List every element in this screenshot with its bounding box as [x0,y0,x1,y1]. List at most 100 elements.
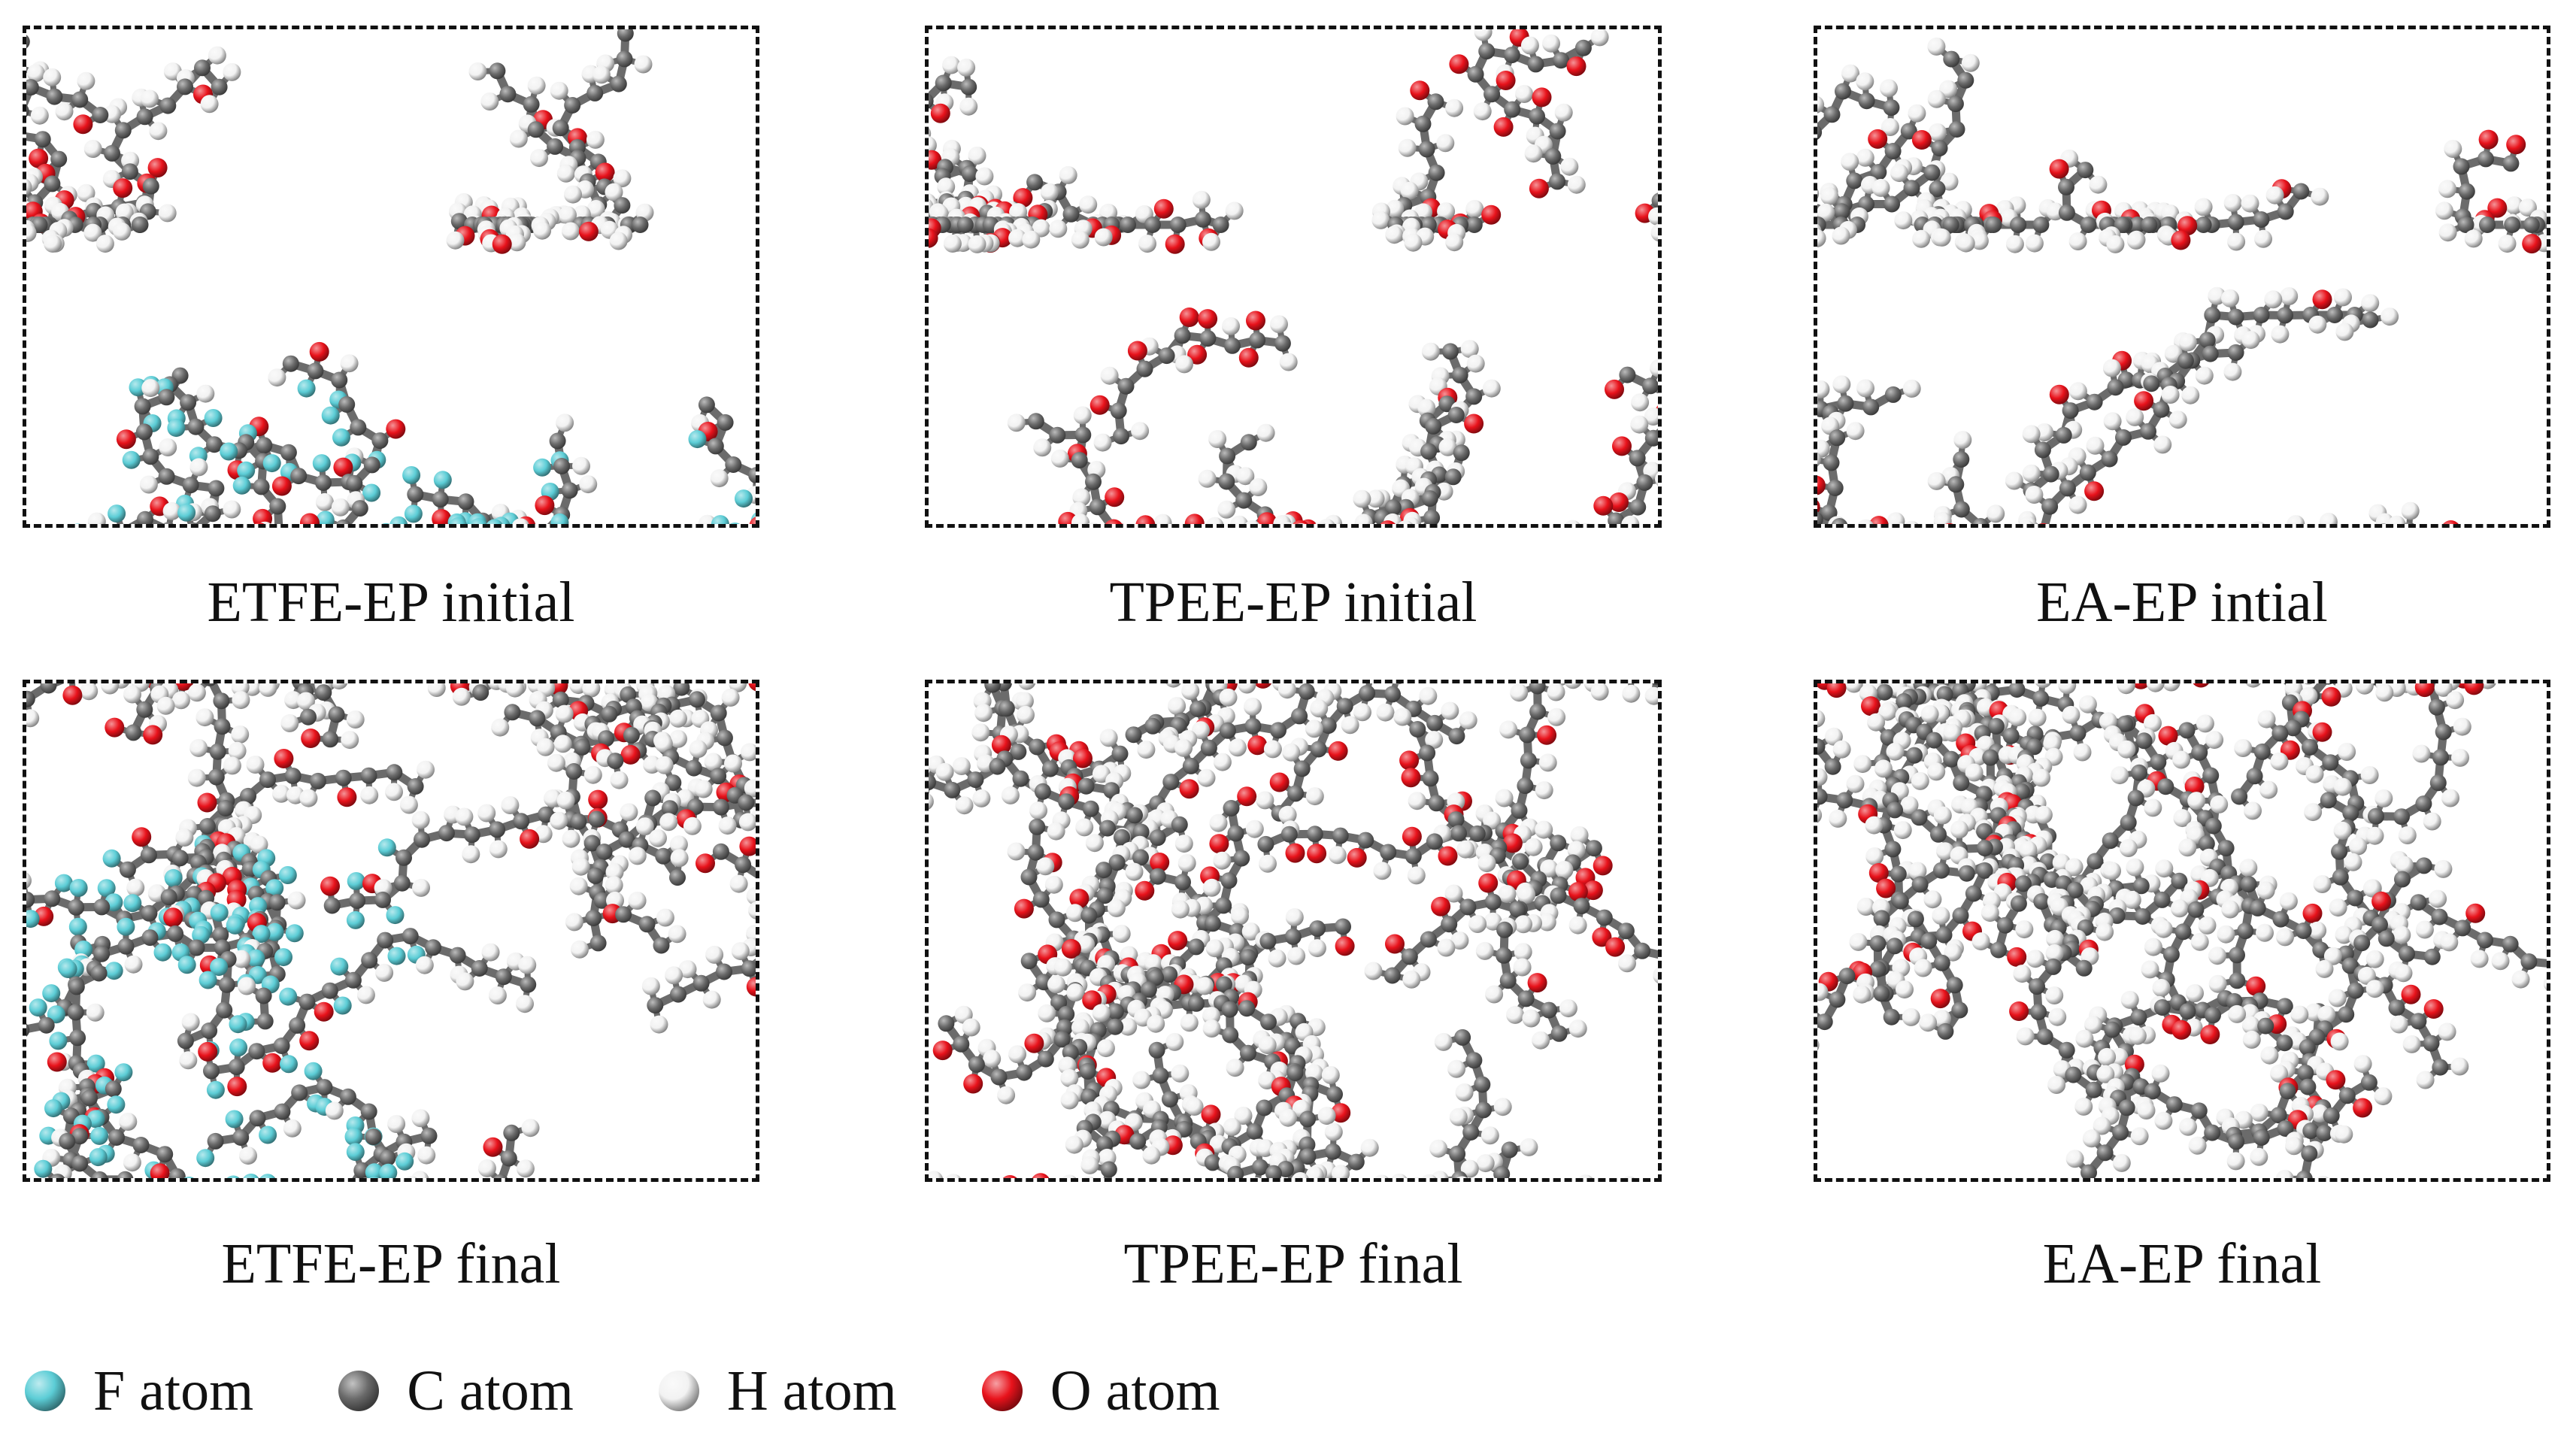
h-atom [446,231,465,250]
f-atom [259,1174,276,1178]
c-atom [2297,1065,2314,1081]
c-atom [2087,853,2104,870]
o-atom [1945,523,1953,524]
h-atom [1425,731,1444,750]
o-atom [333,457,353,477]
o-atom [253,508,273,524]
h-atom [1049,220,1068,238]
c-atom [2338,1087,2356,1104]
h-atom [1404,233,1423,252]
c-atom [2058,1041,2075,1059]
o-atom [932,1041,953,1061]
f-atom [177,956,196,974]
h-atom [189,738,208,757]
o-atom [1609,492,1629,512]
h-atom [1099,729,1118,747]
h-atom [2423,812,2441,831]
c-atom [1824,758,1841,775]
h-atom [2103,412,2122,431]
h-atom [1445,233,1464,252]
h-atom-icon [658,1371,699,1411]
c-atom [1027,844,1044,861]
c-atom [1987,717,2005,735]
h-atom [509,129,528,148]
c-atom [420,1127,438,1144]
h-atom [1277,683,1296,699]
c-atom [1099,819,1116,837]
c-atom [2270,1107,2287,1124]
h-atom [1017,705,1035,724]
h-atom [1238,683,1256,694]
c-atom [2502,155,2520,172]
c-atom [407,486,424,503]
f-atom [105,962,123,980]
h-atom [2086,436,2105,455]
f-atom [386,906,405,925]
h-atom [561,222,580,241]
c-atom [2277,1120,2294,1137]
h-atom [2102,359,2121,377]
h-atom [1059,165,1077,184]
h-atom [536,738,555,756]
h-atom [1450,932,1469,950]
o-atom [163,907,183,928]
c-atom [1936,686,1953,703]
o-atom [2134,391,2154,411]
h-atom [1893,821,1912,840]
h-atom [2259,780,2278,799]
h-atom [26,223,37,242]
c-atom [438,825,455,842]
c-atom [1287,785,1305,802]
h-atom [2381,307,2399,326]
f-atom [365,1163,383,1178]
c-atom [1634,942,1651,959]
h-atom [477,1159,496,1177]
o-atom [1069,889,1089,909]
h-atom [232,950,251,968]
h-atom [101,683,120,695]
h-atom [1223,1118,1241,1137]
h-atom [2335,323,2354,341]
c-atom [1462,1124,1480,1141]
h-atom [1535,781,1553,800]
c-atom [1651,192,1658,209]
c-atom [188,939,205,956]
h-atom [1407,866,1426,885]
o-atom [2246,976,2266,996]
h-atom [1075,818,1094,837]
c-atom [523,95,540,113]
c-atom [1422,770,1439,787]
c-atom [1504,101,1521,118]
h-atom [746,925,756,943]
c-atom [1110,402,1127,420]
c-atom [716,963,732,980]
h-atom [665,966,683,985]
h-atom [2453,717,2471,736]
c-atom [1929,180,1946,198]
h-atom [2046,929,2065,948]
f-atom [550,513,569,524]
h-atom [2311,187,2329,206]
c-atom [2353,935,2371,952]
c-atom [647,997,664,1014]
c-atom [1911,876,1929,893]
h-atom [1291,1176,1303,1178]
c-atom [2272,910,2290,928]
c-atom [2502,935,2519,953]
h-atom [452,687,471,706]
o-atom [62,685,83,705]
c-atom [2394,871,2411,888]
c-atom [457,493,474,510]
c-atom [1260,1013,1277,1031]
c-atom [960,78,977,95]
h-atom [1630,415,1649,434]
c-atom [1496,921,1514,938]
h-atom [1328,846,1347,865]
h-atom [2082,1129,2101,1148]
h-atom [2047,1076,2066,1094]
h-atom [2434,859,2453,878]
c-atom [1200,739,1217,756]
h-atom [2096,1065,2115,1083]
f-atom [42,984,61,1003]
h-atom [1908,104,1926,123]
